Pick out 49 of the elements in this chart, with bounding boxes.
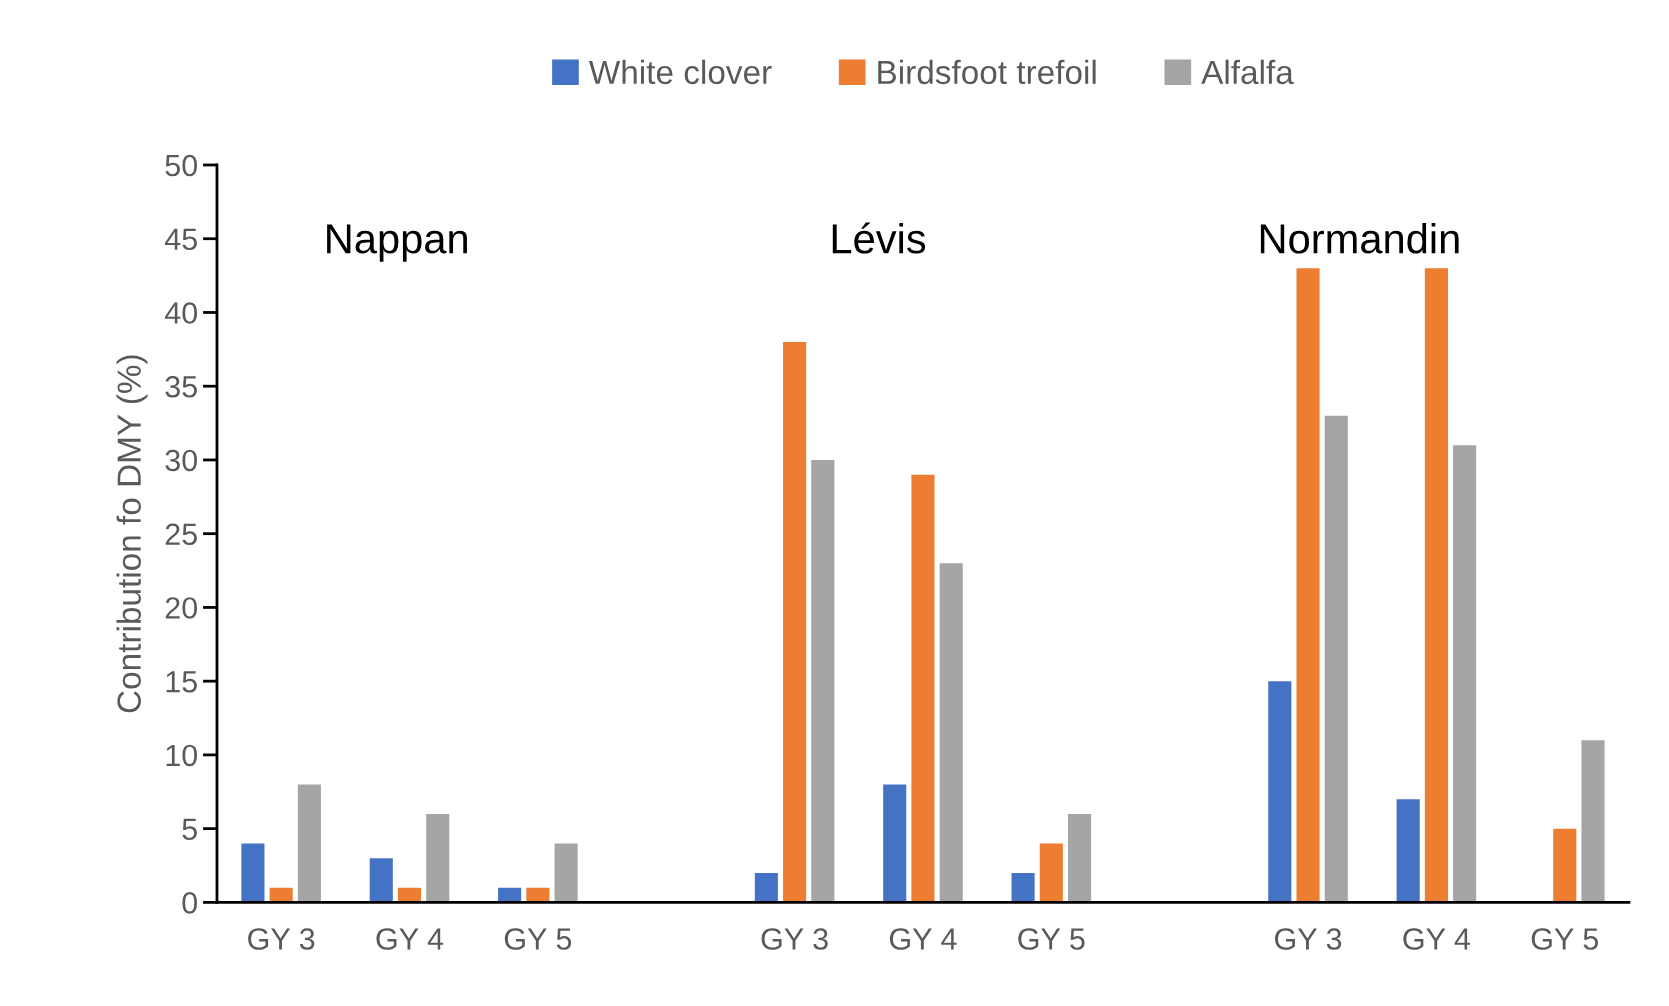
- x-tick-label: GY 5: [1018, 928, 1085, 950]
- bar: [1396, 799, 1420, 903]
- x-tick-label: GY 4: [1403, 928, 1471, 950]
- bar: [811, 459, 835, 903]
- bar: [783, 341, 807, 903]
- x-tick-label: GY 5: [1531, 928, 1599, 950]
- y-tick-label: 35: [165, 375, 197, 398]
- annotation: Nappan: [327, 224, 467, 262]
- bar: [297, 784, 321, 903]
- y-tick-label: 10: [166, 744, 198, 767]
- bar: [1011, 872, 1035, 903]
- legend-label: White clover: [588, 59, 772, 85]
- x-tick-label: GY 3: [761, 928, 828, 950]
- x-tick-label: GY 3: [248, 928, 315, 950]
- legend-label: Alfalfa: [1201, 59, 1294, 85]
- bar: [939, 563, 963, 903]
- bar: [1553, 828, 1577, 903]
- bar: [754, 872, 778, 903]
- y-tick-label: 40: [164, 302, 198, 324]
- y-tick-label: 5: [182, 818, 197, 841]
- bar: [1296, 268, 1320, 903]
- bar: [554, 843, 578, 903]
- y-tick-label: 45: [164, 228, 197, 251]
- bar: [426, 813, 450, 903]
- y-tick-label: 0: [182, 892, 198, 914]
- bar: [1324, 415, 1348, 903]
- bar: [1453, 445, 1477, 903]
- x-tick-label: GY 4: [889, 928, 957, 950]
- bar: [911, 474, 935, 903]
- bar: [1068, 813, 1092, 903]
- y-tick-label: 20: [165, 597, 198, 619]
- x-tick-label: GY 5: [504, 928, 572, 950]
- y-axis-title: Contribution fo DMY (%): [116, 355, 148, 713]
- x-tick-label: GY 3: [1275, 928, 1342, 950]
- annotation: Normandin: [1260, 222, 1459, 254]
- bar: [1581, 740, 1605, 903]
- bar: [1039, 843, 1063, 903]
- x-tick-label: GY 4: [376, 928, 444, 950]
- annotation: Lévis: [832, 222, 926, 254]
- bar: [1268, 681, 1292, 903]
- bar: [1424, 268, 1448, 903]
- y-tick-label: 25: [165, 523, 197, 546]
- legend-label: Birdsfoot trefoil: [878, 59, 1096, 85]
- bar: [883, 784, 907, 903]
- y-tick-label: 30: [165, 449, 198, 472]
- bar: [369, 858, 393, 903]
- y-tick-label: 15: [166, 671, 197, 693]
- bar: [241, 843, 265, 903]
- y-tick-label: 50: [165, 154, 198, 177]
